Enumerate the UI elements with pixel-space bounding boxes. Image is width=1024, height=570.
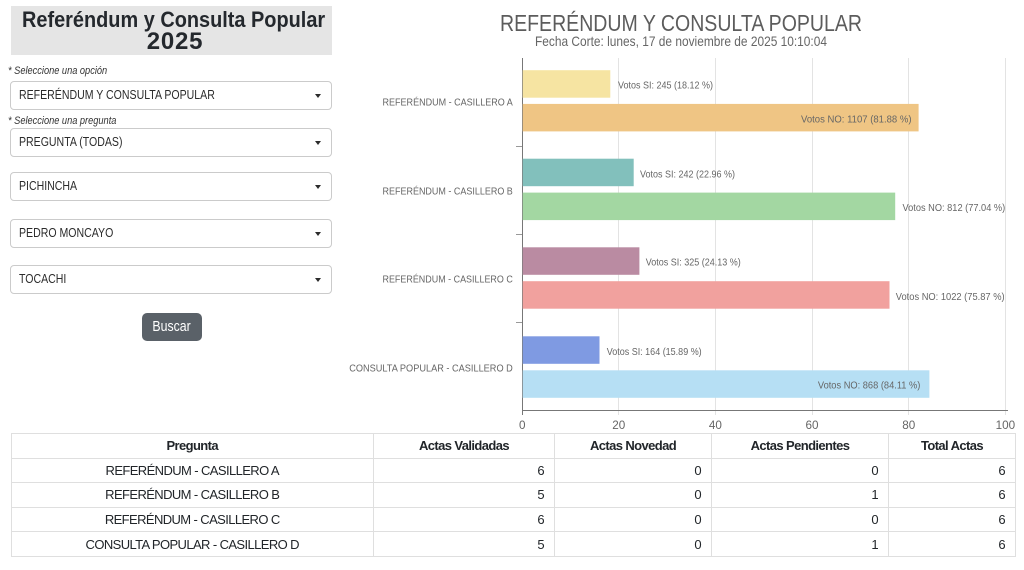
svg-text:CONSULTA POPULAR - CASILLERO D: CONSULTA POPULAR - CASILLERO D <box>349 364 513 375</box>
svg-text:Fecha Corte: lunes, 17 de novi: Fecha Corte: lunes, 17 de noviembre de 2… <box>535 34 827 49</box>
svg-text:REFERÉNDUM Y CONSULTA POPULAR: REFERÉNDUM Y CONSULTA POPULAR <box>500 10 862 36</box>
svg-text:Votos SI: 164 (15.89 %): Votos SI: 164 (15.89 %) <box>607 347 702 358</box>
svg-text:REFERÉNDUM - CASILLERO B: REFERÉNDUM - CASILLERO B <box>383 184 514 197</box>
svg-text:80: 80 <box>902 419 916 430</box>
svg-text:Votos SI: 325 (24.13 %): Votos SI: 325 (24.13 %) <box>646 258 741 269</box>
svg-text:Votos NO: 812 (77.04 %): Votos NO: 812 (77.04 %) <box>903 203 1006 214</box>
svg-text:Votos SI: 245 (18.12 %): Votos SI: 245 (18.12 %) <box>618 81 713 92</box>
svg-text:Votos NO: 1022 (75.87 %): Votos NO: 1022 (75.87 %) <box>896 292 1005 303</box>
svg-text:Votos NO: 868 (84.11 %): Votos NO: 868 (84.11 %) <box>818 381 921 392</box>
svg-text:Votos NO: 1107 (81.88 %): Votos NO: 1107 (81.88 %) <box>801 114 912 125</box>
svg-text:60: 60 <box>805 419 819 430</box>
svg-text:REFERÉNDUM - CASILLERO A: REFERÉNDUM - CASILLERO A <box>383 96 514 109</box>
svg-text:REFERÉNDUM - CASILLERO C: REFERÉNDUM - CASILLERO C <box>383 273 513 286</box>
svg-text:100: 100 <box>996 419 1016 430</box>
svg-text:0: 0 <box>519 419 526 430</box>
svg-text:20: 20 <box>612 419 626 430</box>
svg-text:Votos SI: 242 (22.96 %): Votos SI: 242 (22.96 %) <box>640 169 735 180</box>
svg-text:40: 40 <box>709 419 723 430</box>
